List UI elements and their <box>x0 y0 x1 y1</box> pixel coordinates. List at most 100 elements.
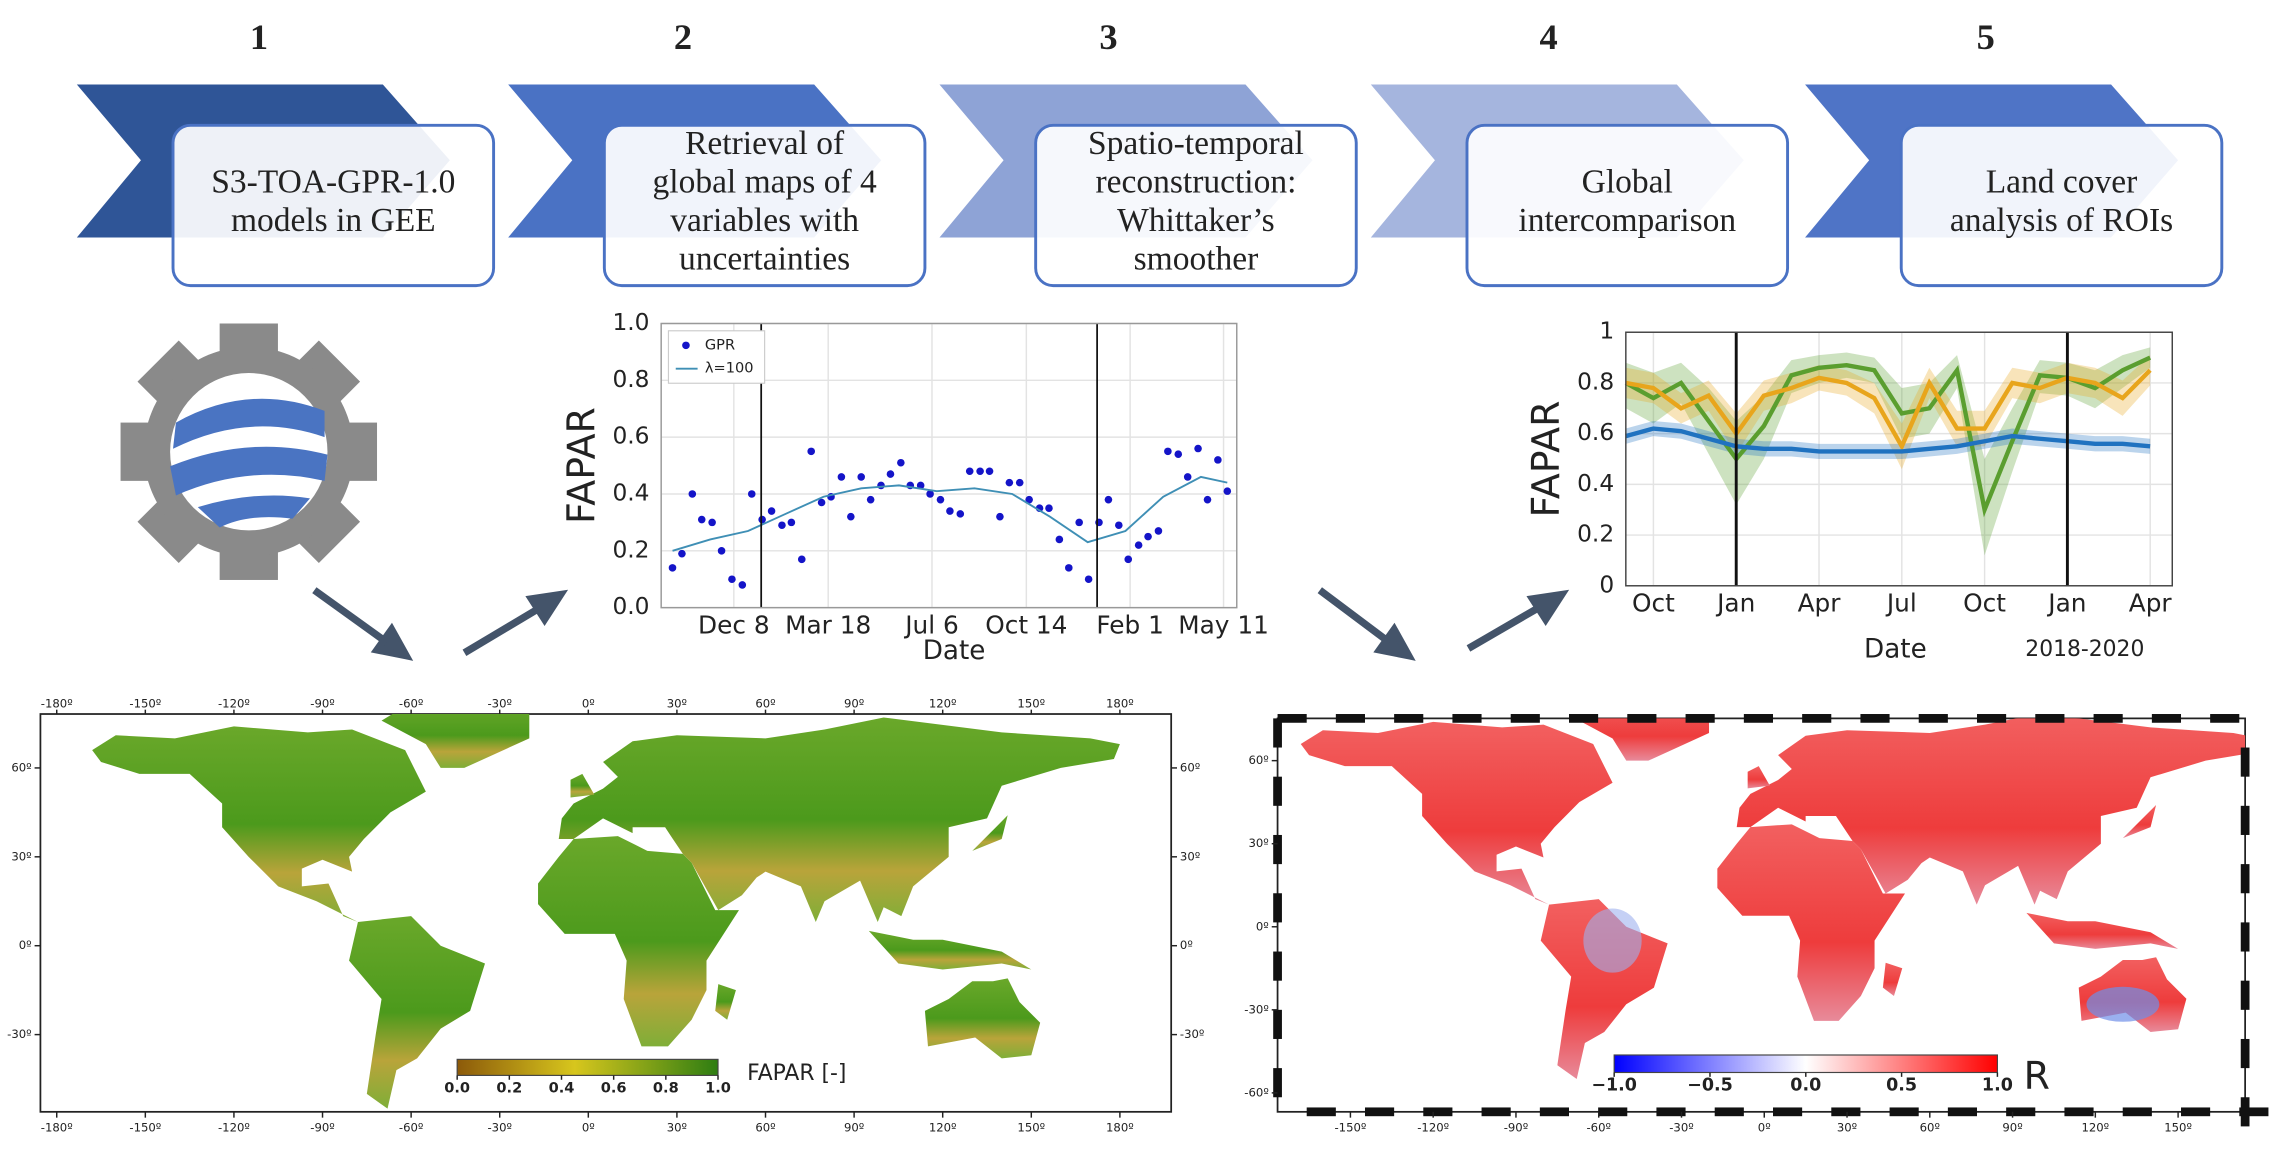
land-area <box>381 714 530 768</box>
lat-tick-label: 30º <box>11 849 31 863</box>
data-point <box>717 547 726 555</box>
land-area <box>349 916 486 1109</box>
y-tick-label: 1 <box>1599 318 1614 345</box>
lon-tick-label: 150º <box>2164 1120 2192 1134</box>
x-tick-label: Oct 14 <box>985 611 1067 640</box>
lat-tick-label: 60º <box>1249 753 1269 767</box>
step-box <box>602 123 927 288</box>
lon-tick-label: -90º <box>310 1120 335 1134</box>
x-tick-label: Apr <box>1798 589 1842 618</box>
data-point <box>1164 447 1172 456</box>
data-point <box>985 467 994 476</box>
data-point <box>1005 478 1014 487</box>
frame-segment <box>1277 714 1307 723</box>
legend-label: GPR <box>705 336 735 353</box>
data-point <box>976 467 984 476</box>
lat-tick-label: 0º <box>1180 938 1193 952</box>
data-point <box>877 481 885 490</box>
lon-tick-label: -60º <box>1586 1120 1611 1134</box>
lat-tick-label: 0º <box>19 938 32 952</box>
land-area <box>972 815 1008 851</box>
legend-box <box>667 330 766 384</box>
step-text: S3-TOA-GPR-1.0 <box>211 163 455 200</box>
frame-segment <box>1714 1107 1744 1117</box>
frame-segment <box>2240 864 2250 894</box>
lon-tick-label: 30º <box>667 1120 687 1134</box>
step-number: 1 <box>250 17 268 57</box>
x-tick-label: Oct <box>1632 589 1675 618</box>
colorbar-tick-label: 1.0 <box>1982 1076 2013 1096</box>
y-tick-label: 0.8 <box>612 366 649 393</box>
colorbar-tick-label: 0.8 <box>653 1080 679 1097</box>
step-box <box>1465 123 1790 288</box>
lat-tick-label: -60º <box>1244 1085 1269 1099</box>
data-point <box>787 518 796 527</box>
colorbar-tick-label: −1.0 <box>1591 1076 1637 1096</box>
data-point <box>1045 504 1053 512</box>
data-point <box>1104 495 1113 504</box>
data-point <box>778 521 786 530</box>
data-point <box>996 512 1004 521</box>
data-point <box>1183 473 1192 481</box>
frame-segment <box>2240 747 2250 777</box>
lon-tick-label: 120º <box>929 1120 957 1134</box>
x-tick-label: Mar 18 <box>785 611 871 640</box>
y-tick-label: 0.2 <box>1577 521 1614 548</box>
land-area <box>715 984 736 1020</box>
step-number: 3 <box>1099 17 1117 57</box>
uncertainty-band <box>1625 347 2151 556</box>
data-point <box>897 458 905 467</box>
data-point <box>797 555 806 564</box>
step-box <box>171 123 496 288</box>
frame-segment <box>1889 1107 1919 1117</box>
land-area <box>1574 718 1710 761</box>
data-point <box>847 512 855 521</box>
data-point <box>1055 535 1064 544</box>
frame-segment <box>1977 714 2007 723</box>
frame-segment <box>1273 1068 1282 1098</box>
legend-label: λ=100 <box>705 360 754 377</box>
frame-segment <box>1802 714 1832 723</box>
lon-tick-label: 180º <box>1106 1120 1134 1134</box>
lat-tick-label: 30º <box>1249 836 1269 850</box>
data-point <box>1115 521 1123 530</box>
lat-tick-label: 0º <box>1256 919 1269 933</box>
frame-segment <box>2240 922 2250 952</box>
lon-tick-label: -150º <box>129 1120 161 1134</box>
colorbar-tick-label: −0.5 <box>1687 1076 1733 1096</box>
frame-segment <box>1273 776 1282 806</box>
frame-segment <box>2064 1107 2094 1117</box>
colorbar-label: FAPAR [-] <box>747 1061 846 1086</box>
y-tick-label: 0.8 <box>1577 368 1614 395</box>
frame-segment <box>1656 1107 1686 1117</box>
land-area <box>558 717 1120 922</box>
data-point <box>1194 444 1202 453</box>
lon-tick-label: 90º <box>844 1120 864 1134</box>
frame-segment <box>1481 1107 1511 1117</box>
step-text: variables with <box>670 202 859 239</box>
data-point <box>817 498 826 507</box>
land-area <box>2086 986 2160 1022</box>
frame-segment <box>2006 1107 2036 1117</box>
lon-tick-label: -150º <box>1334 1120 1366 1134</box>
y-tick-label: 0.6 <box>612 423 649 450</box>
frame-segment <box>1685 714 1715 723</box>
step-text: intercomparison <box>1518 202 1736 239</box>
lon-tick-label: 90º <box>844 696 864 710</box>
land-area <box>2122 804 2157 839</box>
lon-tick-label: -30º <box>487 696 512 710</box>
lon-tick-label: -30º <box>487 1120 512 1134</box>
frame-segment <box>1335 714 1365 723</box>
data-point <box>758 515 766 524</box>
colorbar <box>456 1058 719 1076</box>
data-point <box>1214 456 1222 464</box>
frame-segment <box>1510 714 1540 723</box>
land-area <box>2026 912 2179 949</box>
gee-icon <box>120 323 378 580</box>
x-tick-label: Feb 1 <box>1096 611 1163 640</box>
frame-segment <box>1947 1107 1978 1117</box>
data-point <box>1174 450 1183 458</box>
y-tick-label: 1.0 <box>612 309 649 336</box>
